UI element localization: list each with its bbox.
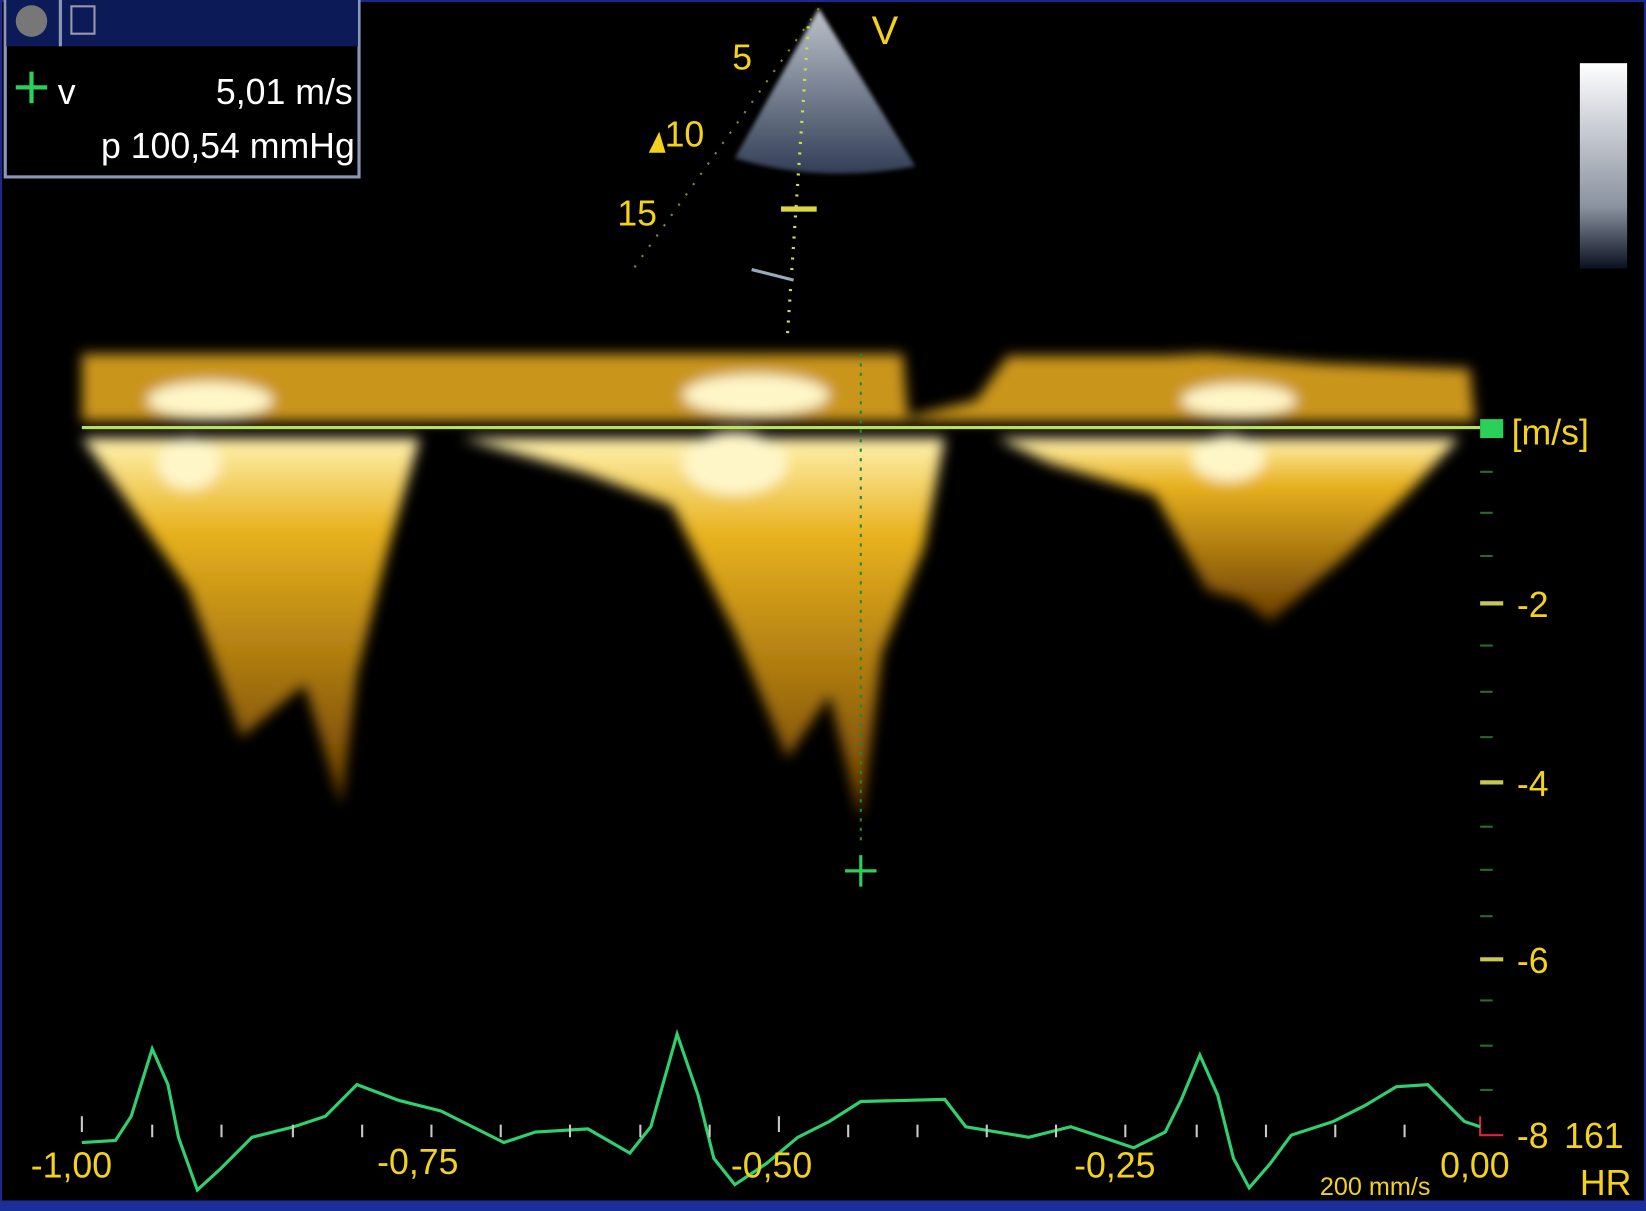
time-label: -0,50 xyxy=(731,1145,812,1185)
velocity-label: v xyxy=(58,72,76,112)
time-label: -1,00 xyxy=(31,1145,112,1185)
doppler-spectrum xyxy=(81,353,1475,822)
scale-label: -4 xyxy=(1517,764,1549,804)
depth-scale xyxy=(628,7,820,275)
record-icon[interactable] xyxy=(15,5,48,37)
depth-label: 5 xyxy=(732,37,752,77)
bright-spot xyxy=(682,431,788,495)
depth-label: 15 xyxy=(617,193,657,233)
scale-label: -2 xyxy=(1517,585,1549,625)
grayscale-bar xyxy=(1579,63,1628,269)
measurement-box: v 5,01 m/s p 100,54 mmHg xyxy=(3,0,361,179)
bright-spot xyxy=(1191,434,1265,482)
velocity-value: 5,01 m/s xyxy=(216,72,353,112)
scale-label: -8 xyxy=(1517,1116,1549,1156)
flow-envelope xyxy=(81,438,420,806)
divider xyxy=(58,0,62,47)
heart-rate: 161 xyxy=(1564,1116,1624,1156)
sector-echo xyxy=(734,8,916,174)
major-ticks xyxy=(1480,601,1504,962)
hr-marker xyxy=(1479,1116,1504,1137)
flow-envelope xyxy=(997,438,1460,622)
bright-spot xyxy=(146,381,273,420)
time-label: -0,75 xyxy=(377,1142,458,1182)
heart-rate-label: HR xyxy=(1580,1163,1632,1203)
time-label: -0,25 xyxy=(1074,1145,1155,1185)
baseline-marker xyxy=(1480,419,1504,439)
echo-line xyxy=(751,268,794,282)
sample-gate xyxy=(781,206,817,212)
velocity-scale: [m/s] -2 -4 -6 -8 161 HR xyxy=(1479,412,1632,1203)
scale-label: -6 xyxy=(1517,941,1549,981)
measure-cursor xyxy=(845,855,877,887)
sweep-speed: 200 mm/s xyxy=(1320,1173,1431,1201)
pressure-value: p 100,54 mmHg xyxy=(101,126,355,166)
unit-label: [m/s] xyxy=(1512,412,1589,452)
depth-label: 10 xyxy=(665,114,705,154)
focus-marker xyxy=(648,131,666,153)
box-toolbar xyxy=(6,0,358,47)
bright-spot xyxy=(682,373,830,416)
bright-spot xyxy=(157,437,221,490)
sector-image: 5 10 15 V xyxy=(617,7,916,338)
view-label: V xyxy=(872,9,899,53)
tool-icon[interactable] xyxy=(70,5,96,35)
cursor-icon xyxy=(15,71,48,104)
minor-ticks xyxy=(1480,470,1493,1091)
time-ticks xyxy=(80,1116,1406,1138)
flow-envelope xyxy=(461,438,945,822)
bottom-bar xyxy=(0,1200,1646,1211)
time-axis: -1,00 -0,75 -0,50 -0,25 0,00 200 mm/s xyxy=(31,1142,1510,1201)
bright-spot xyxy=(1180,383,1297,418)
time-label: 0,00 xyxy=(1440,1145,1509,1185)
ecg-trace xyxy=(81,1028,1481,1193)
